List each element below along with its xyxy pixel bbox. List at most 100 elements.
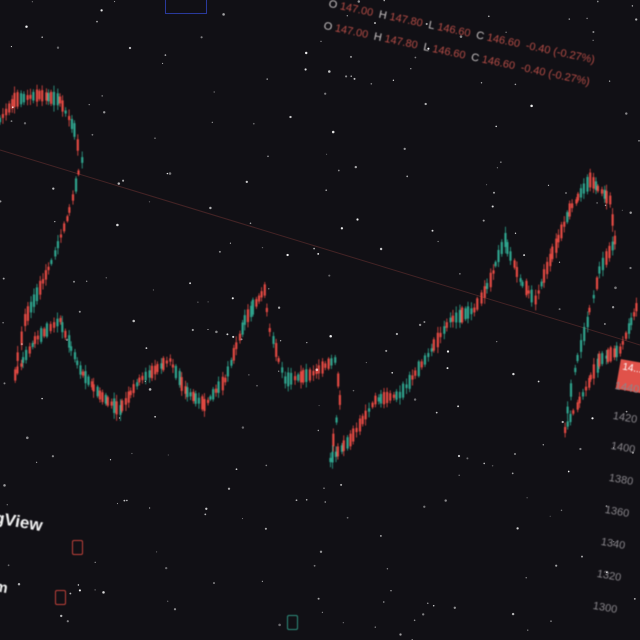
sparkle-dot: [73, 280, 75, 283]
candle-body: [470, 308, 473, 315]
sparkle-dot: [261, 580, 264, 583]
sparkle-dot: [466, 457, 469, 460]
candle-body: [0, 117, 2, 123]
sparkle-dot: [65, 338, 69, 342]
sparkle-dot: [432, 605, 435, 607]
sparkle-dot: [514, 232, 517, 234]
sparkle-dot: [399, 633, 402, 636]
candle-body: [24, 313, 27, 327]
candle-body: [324, 363, 327, 368]
candle-body: [56, 241, 60, 249]
sparkle-dot: [54, 220, 56, 223]
alert-icon: [72, 540, 83, 555]
candle-body: [224, 377, 227, 383]
candle-body: [14, 369, 17, 381]
candle-body: [569, 383, 573, 397]
candle-body: [439, 332, 442, 338]
candle-body: [63, 223, 66, 232]
sparkle-dot: [36, 461, 38, 463]
sparkle-dot: [66, 620, 69, 623]
ohlc2-open-key: O: [322, 20, 334, 34]
candle-body: [138, 377, 141, 383]
candle-body: [576, 402, 579, 410]
price-tick: 1340: [599, 536, 627, 553]
candle-body: [480, 292, 483, 304]
sparkle-dot: [128, 46, 132, 50]
sparkle-dot: [278, 623, 281, 627]
sparkle-dot: [116, 503, 119, 505]
candle-body: [260, 291, 263, 298]
sparkle-dot: [10, 46, 12, 48]
sparkle-dot: [313, 247, 315, 250]
sparkle-dot: [116, 223, 119, 227]
sparkle-dot: [88, 104, 90, 106]
candle-body: [361, 415, 364, 425]
price-tick: 1400: [609, 440, 637, 457]
sparkle-dot: [337, 169, 340, 172]
candle-body: [537, 290, 540, 294]
sparkle-dot: [123, 499, 126, 502]
ohlc2-high-key: H: [372, 30, 383, 45]
sparkle-dot: [549, 515, 551, 517]
candle-body: [96, 386, 99, 397]
candle-body: [69, 346, 73, 351]
candle-body: [417, 361, 420, 377]
candle-body: [551, 246, 554, 260]
sparkle-dot: [631, 5, 634, 7]
candle-body: [293, 376, 297, 381]
candle-body: [186, 387, 189, 398]
sparkle-dot: [189, 282, 192, 285]
candle-body: [26, 95, 29, 100]
candle-body: [600, 189, 604, 194]
candle-body: [50, 260, 53, 264]
candle-body: [430, 348, 433, 352]
sparkle-dot: [109, 459, 112, 461]
candle-body: [98, 390, 102, 400]
candle-body: [250, 305, 253, 318]
sparkle-dot: [614, 286, 617, 290]
ohlc-high-key: H: [377, 8, 388, 23]
candle-body: [203, 399, 206, 411]
sparkle-dot: [278, 370, 280, 372]
sparkle-dot: [0, 200, 2, 203]
sparkle-dot: [581, 555, 583, 558]
sparkle-dot: [413, 398, 417, 401]
sparkle-dot: [241, 426, 245, 429]
sparkle-dot: [374, 22, 376, 24]
candle-body: [16, 366, 19, 374]
sparkle-dot: [406, 175, 409, 178]
candle-body: [73, 352, 77, 360]
sparkle-dot: [379, 247, 383, 251]
sparkle-dot: [252, 122, 255, 125]
candle-body: [68, 115, 71, 121]
sparkle-dot: [374, 626, 376, 628]
candle-body: [58, 96, 62, 104]
candle-body: [68, 335, 71, 348]
candle-body: [241, 322, 244, 335]
sparkle-dot: [248, 374, 250, 376]
candle-body: [568, 203, 571, 217]
candle-body: [583, 326, 586, 342]
candle-body: [560, 224, 563, 239]
candle-body: [180, 377, 183, 391]
sparkle-dot: [226, 333, 229, 336]
ohlc2-low-key: L: [422, 41, 431, 55]
candle-body: [382, 392, 386, 405]
candle-body: [31, 342, 34, 348]
sparkle-dot: [131, 452, 133, 455]
sparkle-dot: [621, 209, 623, 211]
candle-body: [605, 355, 608, 359]
candle-body: [29, 94, 32, 99]
sparkle-dot: [323, 487, 325, 489]
sparkle-dot: [191, 328, 194, 332]
sparkle-dot: [558, 308, 561, 311]
sparkle-dot: [514, 83, 517, 86]
candle-body: [371, 402, 374, 408]
candle-body: [540, 281, 543, 287]
candle-body: [389, 393, 392, 401]
candle-body: [605, 190, 608, 204]
candle-body: [329, 457, 332, 463]
sparkle-dot: [267, 155, 269, 158]
sparkle-dot: [100, 9, 103, 12]
sparkle-dot: [102, 591, 105, 594]
